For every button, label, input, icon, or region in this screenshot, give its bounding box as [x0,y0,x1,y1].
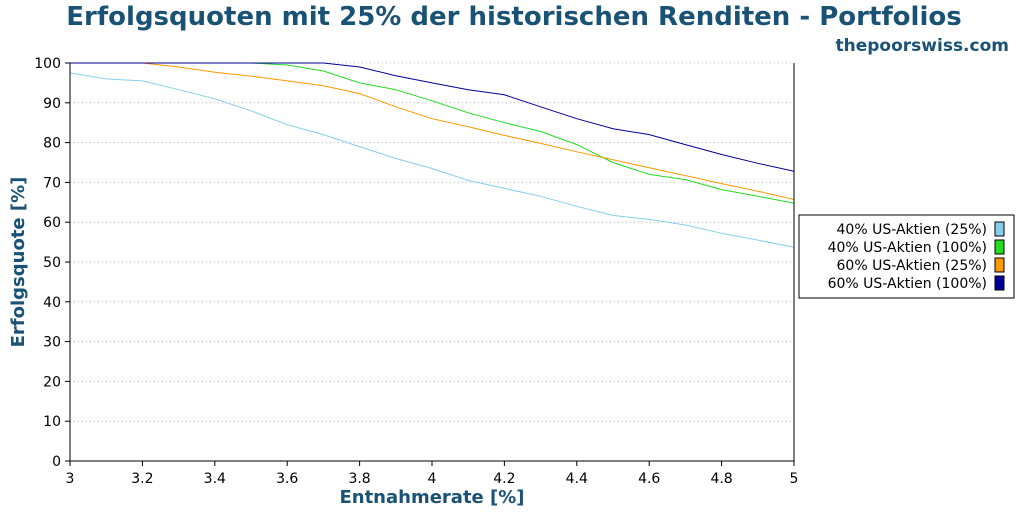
legend-label: 40% US-Aktien (25%) [837,222,988,238]
x-tick-label: 3 [66,471,75,487]
legend-box [798,214,1015,299]
x-tick-label: 4.6 [638,471,660,487]
x-ticks: 3 3.2 3.4 3.6 3.8 4 4.2 4.4 4.6 4.8 5 [66,461,799,487]
chart-title: Erfolgsquoten mit 25% der historischen R… [66,2,961,32]
legend: 40% US-Aktien (25%) 40% US-Aktien (100%) 6… [798,214,1015,299]
y-tick-label: 100 [34,56,61,72]
y-tick-label: 90 [43,96,61,112]
y-tick-label: 20 [43,374,61,390]
x-tick-label: 4 [428,471,437,487]
series-line-1 [69,72,795,248]
legend-label: 40% US-Aktien (100%) [828,240,987,256]
y-axis-label: Erfolgsquote [%] [8,177,29,348]
legend-label: 60% US-Aktien (25%) [837,258,988,274]
x-tick-label: 4.8 [710,471,732,487]
series-line-4 [70,62,795,172]
x-tick-label: 3.2 [131,471,153,487]
series-line-3 [70,62,795,200]
legend-swatch [994,257,1005,273]
y-tick-label: 50 [43,255,61,271]
y-tick-label: 60 [43,215,61,231]
x-axis-label: Entnahmerate [%] [339,487,524,508]
y-tick-label: 10 [43,414,61,430]
legend-swatch [994,275,1005,291]
y-tick-label: 80 [43,136,61,152]
x-tick-label: 3.4 [204,471,226,487]
y-tick-label: 70 [43,175,61,191]
x-tick-label: 3.6 [276,471,298,487]
series-lines [69,62,795,248]
legend-label: 60% US-Aktien (100%) [828,276,987,292]
grid [70,62,794,422]
y-tick-label: 40 [43,295,61,311]
y-ticks: 0 10 20 30 40 50 60 70 80 90 100 [34,56,70,470]
x-tick-label: 5 [790,471,799,487]
legend-swatch [994,221,1005,237]
x-tick-label: 4.2 [493,471,515,487]
legend-swatch [994,239,1005,255]
x-tick-label: 3.8 [348,471,370,487]
y-tick-label: 30 [43,335,61,351]
y-tick-label: 0 [52,454,61,470]
chart-subtitle: thepoorswiss.com [836,36,1010,56]
x-tick-label: 4.4 [566,471,588,487]
